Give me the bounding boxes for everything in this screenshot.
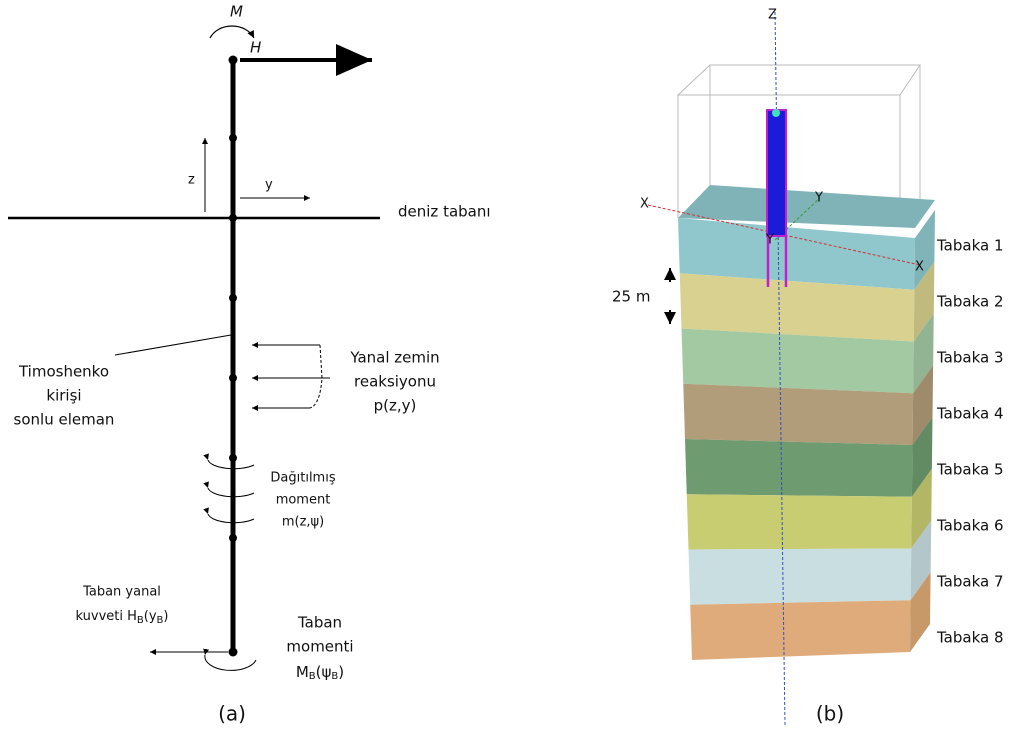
label-h: H	[250, 39, 261, 57]
base-force-label: kuvveti HB(yB)	[76, 609, 169, 627]
axis-label: Y	[814, 191, 823, 206]
reaction-label: p(z,y)	[374, 397, 417, 415]
pile-head	[772, 109, 780, 117]
layer-label: Tabaka 1	[936, 237, 1004, 255]
layer-front	[687, 494, 912, 549]
base-force-label: Taban yanal	[82, 585, 161, 600]
element-label: sonlu eleman	[14, 411, 115, 429]
pile	[767, 110, 786, 236]
axis-label: X	[915, 260, 924, 275]
reaction-arrows	[252, 345, 330, 408]
layer-labels: Tabaka 1 Tabaka 2 Tabaka 3 Tabaka 4 Tabaka 5…	[936, 237, 1004, 647]
moment-arrow	[210, 26, 254, 38]
axis-label: Z	[768, 8, 777, 23]
layer-label: Tabaka 5	[936, 461, 1004, 479]
layer-front	[690, 600, 910, 660]
distributed-label: m(z,ψ)	[282, 515, 324, 530]
base-moment-arrow	[205, 655, 256, 670]
distributed-label: moment	[276, 493, 331, 508]
layer-front	[685, 439, 913, 497]
seabed-label: deniz tabanı	[398, 203, 491, 221]
figure: M H z y deniz tabanı Timoshenko kirişi s…	[0, 0, 1027, 735]
panel-a: M H z y deniz tabanı Timoshenko kirişi s…	[8, 3, 491, 726]
caption: (a)	[218, 702, 246, 726]
thickness-label: 25 m	[612, 288, 650, 306]
leader	[115, 335, 231, 355]
element-label: Timoshenko	[18, 363, 109, 381]
layer-label: Tabaka 6	[936, 517, 1004, 535]
caption: (b)	[816, 702, 844, 726]
layer-label: Tabaka 3	[936, 349, 1004, 367]
label-y: y	[265, 178, 273, 193]
axis-label: Y	[765, 233, 774, 248]
base-moment-label: Taban	[297, 614, 342, 632]
distributed-label: Dağıtılmış	[270, 471, 335, 486]
layer-label: Tabaka 4	[936, 405, 1004, 423]
label-z: z	[188, 173, 195, 188]
axis-label: X	[640, 197, 649, 212]
layer-label: Tabaka 8	[936, 629, 1004, 647]
layer-label: Tabaka 7	[936, 573, 1004, 591]
reaction-label: Yanal zemin	[349, 349, 439, 367]
layer-front	[683, 384, 913, 445]
element-label: kirişi	[46, 387, 81, 405]
label-m: M	[230, 3, 243, 21]
soil-layers	[678, 210, 935, 660]
layer-label: Tabaka 2	[936, 293, 1004, 311]
layer-front	[689, 549, 912, 605]
reaction-label: reaksiyonu	[354, 373, 436, 391]
base-moment-label: MB(ψB)	[296, 663, 344, 683]
base-moment-label: momenti	[286, 638, 353, 656]
